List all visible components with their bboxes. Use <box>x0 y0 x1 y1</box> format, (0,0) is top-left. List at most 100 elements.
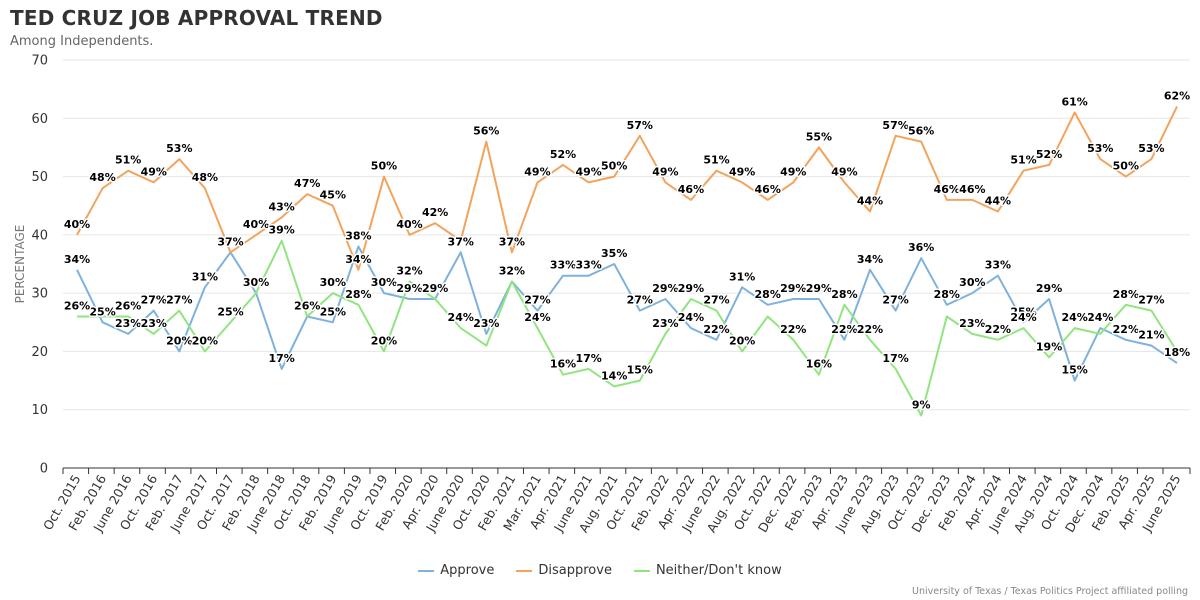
data-label: 22% <box>703 323 729 336</box>
data-label: 50% <box>601 160 627 173</box>
data-label: 9% <box>912 399 931 412</box>
data-label: 55% <box>806 130 832 143</box>
data-label: 57% <box>627 119 653 132</box>
data-label: 50% <box>371 160 397 173</box>
data-label: 26% <box>294 299 320 312</box>
data-label: 24% <box>1087 311 1113 324</box>
data-label: 34% <box>345 253 371 266</box>
data-label: 35% <box>601 247 627 260</box>
data-label: 24% <box>1010 311 1036 324</box>
data-label: 24% <box>678 311 704 324</box>
data-label: 49% <box>141 165 167 178</box>
data-label: 45% <box>320 189 346 202</box>
data-label: 40% <box>64 218 90 231</box>
y-tick-label: 10 <box>31 403 48 418</box>
data-label: 24% <box>448 311 474 324</box>
data-label: 43% <box>268 200 294 213</box>
data-label: 25% <box>1010 305 1036 318</box>
y-tick-label: 60 <box>31 112 48 127</box>
y-tick-label: 0 <box>40 462 48 477</box>
legend-swatch <box>516 569 533 572</box>
data-label: 44% <box>857 195 883 208</box>
data-label: 57% <box>882 119 908 132</box>
chart-title: TED CRUZ JOB APPROVAL TREND <box>10 6 383 30</box>
data-label: 19% <box>1036 340 1062 353</box>
data-label: 26% <box>115 299 141 312</box>
data-label: 32% <box>396 264 422 277</box>
data-label: 46% <box>678 183 704 196</box>
data-label: 20% <box>192 334 218 347</box>
data-label: 24% <box>1062 311 1088 324</box>
data-label: 25% <box>320 305 346 318</box>
data-label: 27% <box>1138 294 1164 307</box>
data-label: 47% <box>294 177 320 190</box>
data-label: 29% <box>806 282 832 295</box>
data-label: 49% <box>729 165 755 178</box>
data-label: 44% <box>985 195 1011 208</box>
legend-item[interactable]: Approve <box>418 563 494 578</box>
data-label: 28% <box>831 288 857 301</box>
data-label: 53% <box>1087 142 1113 155</box>
data-label: 28% <box>345 288 371 301</box>
data-label: 33% <box>575 259 601 272</box>
data-label: 20% <box>729 334 755 347</box>
data-label: 33% <box>985 259 1011 272</box>
data-label: 17% <box>882 352 908 365</box>
data-label: 18% <box>1164 346 1190 359</box>
series-lines <box>76 106 1178 417</box>
data-label: 31% <box>192 270 218 283</box>
data-label: 21% <box>1138 329 1164 342</box>
legend-label: Neither/Don't know <box>655 563 782 578</box>
data-label: 30% <box>320 276 346 289</box>
data-labels: 34%25%23%27%20%31%37%30%17%26% 25%38%30% 2… <box>62 88 1191 413</box>
data-label: 32% <box>499 264 525 277</box>
legend-label: Disapprove <box>538 563 612 578</box>
data-label: 36% <box>908 241 934 254</box>
data-label: 26% <box>64 299 90 312</box>
data-label: 31% <box>729 270 755 283</box>
data-label: 32% <box>499 264 525 277</box>
data-label: 51% <box>703 154 729 167</box>
data-label: 51% <box>115 154 141 167</box>
legend-item[interactable]: Neither/Don't know <box>633 563 782 578</box>
data-label: 29% <box>1036 282 1062 295</box>
data-label: 24% <box>524 311 550 324</box>
data-label: 27% <box>141 294 167 307</box>
data-label: 28% <box>934 288 960 301</box>
data-label: 62% <box>1164 90 1190 103</box>
y-tick-label: 30 <box>31 287 48 302</box>
data-label: 27% <box>524 294 550 307</box>
data-label: 30% <box>243 276 269 289</box>
data-label: 48% <box>89 171 115 184</box>
y-axis-label: PERCENTAGE <box>13 225 27 304</box>
data-label: 49% <box>780 165 806 178</box>
data-label: 26% <box>294 299 320 312</box>
data-label: 28% <box>755 288 781 301</box>
data-label: 20% <box>371 334 397 347</box>
data-label: 51% <box>1010 154 1036 167</box>
data-label: 15% <box>627 364 653 377</box>
data-label: 23% <box>959 317 985 330</box>
data-label: 22% <box>857 323 883 336</box>
chart-subtitle: Among Independents. <box>10 34 154 49</box>
data-label: 46% <box>934 183 960 196</box>
data-label: 42% <box>422 206 448 219</box>
data-label: 30% <box>243 276 269 289</box>
data-label: 53% <box>1138 142 1164 155</box>
y-tick-label: 50 <box>31 170 48 185</box>
data-label: 53% <box>166 142 192 155</box>
data-label: 52% <box>1036 148 1062 161</box>
data-label: 29% <box>422 282 448 295</box>
data-label: 40% <box>396 218 422 231</box>
data-label: 16% <box>806 358 832 371</box>
legend-swatch <box>418 569 435 572</box>
series-line-1 <box>76 106 1178 271</box>
legend-item[interactable]: Disapprove <box>516 563 612 578</box>
data-label: 25% <box>217 305 243 318</box>
legend: Approve Disapprove Neither/Don't know <box>0 563 1200 578</box>
data-label: 30% <box>371 276 397 289</box>
data-label: 29% <box>678 282 704 295</box>
data-label: 23% <box>652 317 678 330</box>
data-label: 37% <box>499 235 525 248</box>
